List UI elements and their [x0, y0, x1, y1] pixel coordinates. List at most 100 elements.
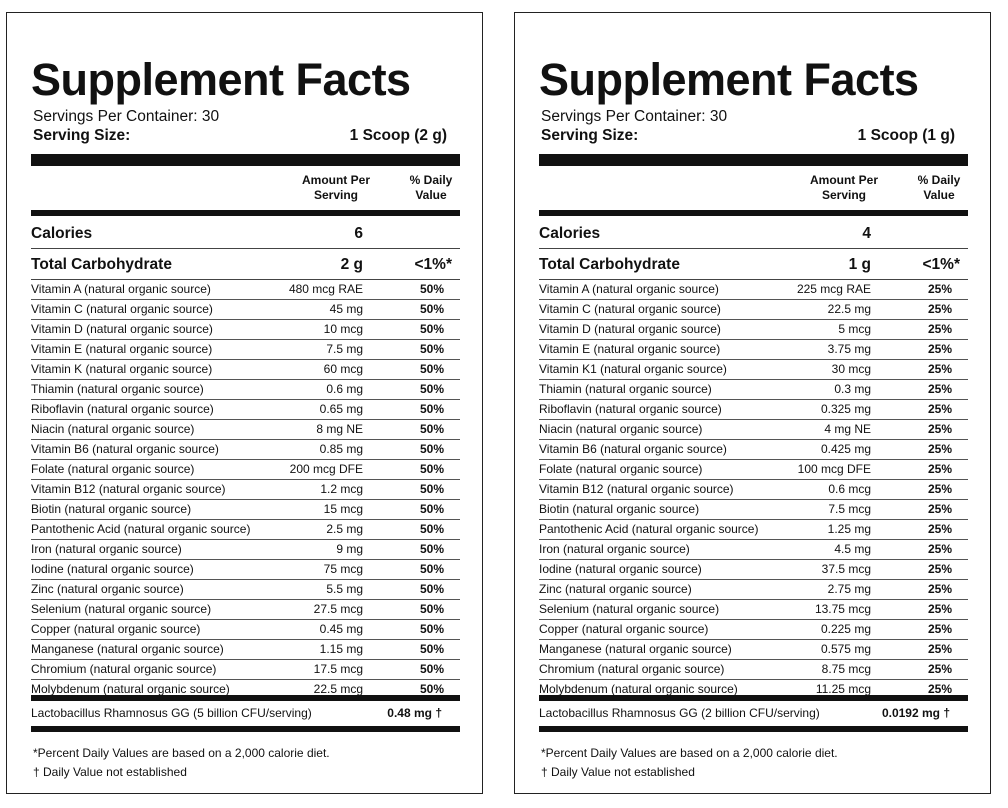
- nutrient-daily-value: 50%: [419, 502, 444, 516]
- carbohydrate-row: Total Carbohydrate 2 g <1%*: [31, 249, 460, 280]
- nutrient-row: Riboflavin (natural organic source) 0.325…: [539, 400, 968, 420]
- nutrient-daily-value: 25%: [927, 482, 952, 496]
- nutrient-row: Niacin (natural organic source) 4 mg NE 25…: [539, 420, 968, 440]
- nutrient-amount: 5 mcg: [838, 322, 871, 336]
- nutrient-row: Vitamin D (natural organic source) 10 mcg…: [31, 320, 460, 340]
- nutrient-name: Riboflavin (natural organic source): [31, 402, 214, 416]
- nutrient-name: Selenium (natural organic source): [31, 602, 212, 616]
- nutrient-amount: 0.425 mg: [820, 442, 871, 456]
- serving-size-label: Serving Size:: [541, 127, 639, 144]
- nutrient-amount: 0.45 mg: [319, 622, 363, 636]
- nutrient-name: Vitamin A (natural organic source): [31, 282, 211, 296]
- nutrient-daily-value: 50%: [419, 282, 444, 296]
- header-daily-value: % Daily Value: [917, 173, 961, 202]
- supplement-facts-panel-right: Supplement Facts Servings Per Container:…: [514, 12, 991, 794]
- nutrient-daily-value: 50%: [419, 582, 444, 596]
- nutrient-row: Pantothenic Acid (natural organic source…: [539, 520, 968, 540]
- nutrient-daily-value: 50%: [419, 622, 444, 636]
- nutrient-amount: 1.2 mcg: [320, 482, 363, 496]
- nutrient-daily-value: 50%: [419, 462, 444, 476]
- nutrient-name: Vitamin K (natural organic source): [31, 362, 213, 376]
- nutrient-row: Folate (natural organic source) 100 mcg D…: [539, 460, 968, 480]
- probiotic-amount: 0.48 mg †: [387, 706, 442, 720]
- nutrient-row: Vitamin B12 (natural organic source) 0.6 …: [539, 480, 968, 500]
- nutrient-amount: 0.3 mg: [834, 382, 871, 396]
- nutrient-daily-value: 25%: [927, 422, 952, 436]
- nutrient-amount: 8 mg NE: [316, 422, 363, 436]
- nutrient-name: Thiamin (natural organic source): [31, 382, 204, 396]
- nutrient-row: Chromium (natural organic source) 17.5 mc…: [31, 660, 460, 680]
- nutrient-name: Vitamin B12 (natural organic source): [539, 482, 734, 496]
- divider-thick: [31, 154, 460, 166]
- nutrient-name: Iron (natural organic source): [539, 542, 690, 556]
- divider-medium: [539, 210, 968, 216]
- nutrient-amount: 17.5 mcg: [313, 662, 363, 676]
- nutrient-daily-value: 25%: [927, 542, 952, 556]
- nutrient-amount: 13.75 mcg: [814, 602, 871, 616]
- calories-value: 6: [354, 225, 363, 242]
- nutrient-name: Riboflavin (natural organic source): [539, 402, 722, 416]
- nutrient-daily-value: 50%: [419, 602, 444, 616]
- nutrient-row: Niacin (natural organic source) 8 mg NE 50…: [31, 420, 460, 440]
- serving-size-value: 1 Scoop (1 g): [857, 127, 955, 144]
- nutrient-list: Vitamin A (natural organic source) 480 mc…: [31, 280, 460, 700]
- nutrient-name: Folate (natural organic source): [31, 462, 195, 476]
- carbohydrate-daily-value: <1%*: [922, 256, 961, 273]
- nutrient-amount: 0.65 mg: [319, 402, 363, 416]
- nutrient-name: Iodine (natural organic source): [31, 562, 194, 576]
- nutrient-amount: 15 mcg: [323, 502, 363, 516]
- nutrient-name: Selenium (natural organic source): [539, 602, 720, 616]
- nutrient-amount: 30 mcg: [831, 362, 871, 376]
- nutrient-name: Vitamin E (natural organic source): [539, 342, 721, 356]
- nutrient-row: Vitamin B6 (natural organic source) 0.85 …: [31, 440, 460, 460]
- nutrient-daily-value: 25%: [927, 282, 952, 296]
- nutrient-daily-value: 50%: [419, 382, 444, 396]
- nutrient-row: Iodine (natural organic source) 37.5 mcg 2…: [539, 560, 968, 580]
- nutrient-row: Manganese (natural organic source) 1.15 m…: [31, 640, 460, 660]
- nutrient-row: Biotin (natural organic source) 7.5 mcg 25…: [539, 500, 968, 520]
- nutrient-row: Vitamin E (natural organic source) 7.5 mg…: [31, 340, 460, 360]
- nutrient-daily-value: 50%: [419, 562, 444, 576]
- calories-value: 4: [862, 225, 871, 242]
- nutrient-name: Zinc (natural organic source): [31, 582, 184, 596]
- nutrient-amount: 0.6 mg: [326, 382, 363, 396]
- nutrient-name: Vitamin D (natural organic source): [539, 322, 721, 336]
- nutrient-daily-value: 50%: [419, 362, 444, 376]
- carbohydrate-value: 2 g: [340, 256, 363, 273]
- nutrient-daily-value: 25%: [927, 582, 952, 596]
- header-amount-per-serving: Amount Per Serving: [809, 173, 878, 202]
- nutrient-daily-value: 25%: [927, 442, 952, 456]
- nutrient-name: Manganese (natural organic source): [539, 642, 732, 656]
- divider-medium: [31, 210, 460, 216]
- nutrient-name: Vitamin C (natural organic source): [31, 302, 213, 316]
- nutrient-amount: 27.5 mcg: [313, 602, 363, 616]
- divider-thick: [539, 154, 968, 166]
- nutrient-daily-value: 25%: [927, 502, 952, 516]
- serving-size-row: Serving Size: 1 Scoop (1 g): [541, 127, 961, 145]
- nutrient-amount: 2.75 mg: [827, 582, 871, 596]
- nutrient-amount: 100 mcg DFE: [797, 462, 871, 476]
- probiotic-row: Lactobacillus Rhamnosus GG (5 billion CF…: [31, 702, 460, 724]
- nutrient-daily-value: 25%: [927, 642, 952, 656]
- nutrient-row: Riboflavin (natural organic source) 0.65 …: [31, 400, 460, 420]
- calories-label: Calories: [539, 225, 601, 242]
- nutrient-name: Folate (natural organic source): [539, 462, 703, 476]
- nutrient-daily-value: 50%: [419, 442, 444, 456]
- nutrient-amount: 11.25 mcg: [815, 682, 871, 696]
- nutrient-amount: 0.225 mg: [820, 622, 871, 636]
- nutrient-daily-value: 50%: [419, 542, 444, 556]
- nutrient-row: Vitamin K1 (natural organic source) 30 mc…: [539, 360, 968, 380]
- nutrient-daily-value: 50%: [419, 422, 444, 436]
- nutrient-row: Vitamin D (natural organic source) 5 mcg 2…: [539, 320, 968, 340]
- panel-title: Supplement Facts: [31, 54, 411, 105]
- nutrient-daily-value: 25%: [927, 562, 952, 576]
- nutrient-name: Molybdenum (natural organic source): [539, 682, 738, 696]
- serving-size-value: 1 Scoop (2 g): [349, 127, 447, 144]
- nutrient-name: Manganese (natural organic source): [31, 642, 224, 656]
- nutrient-amount: 1.25 mg: [827, 522, 871, 536]
- nutrient-daily-value: 25%: [927, 682, 952, 696]
- nutrient-daily-value: 50%: [419, 682, 444, 696]
- nutrient-daily-value: 50%: [419, 662, 444, 676]
- nutrient-name: Copper (natural organic source): [539, 622, 709, 636]
- nutrient-row: Vitamin K (natural organic source) 60 mcg…: [31, 360, 460, 380]
